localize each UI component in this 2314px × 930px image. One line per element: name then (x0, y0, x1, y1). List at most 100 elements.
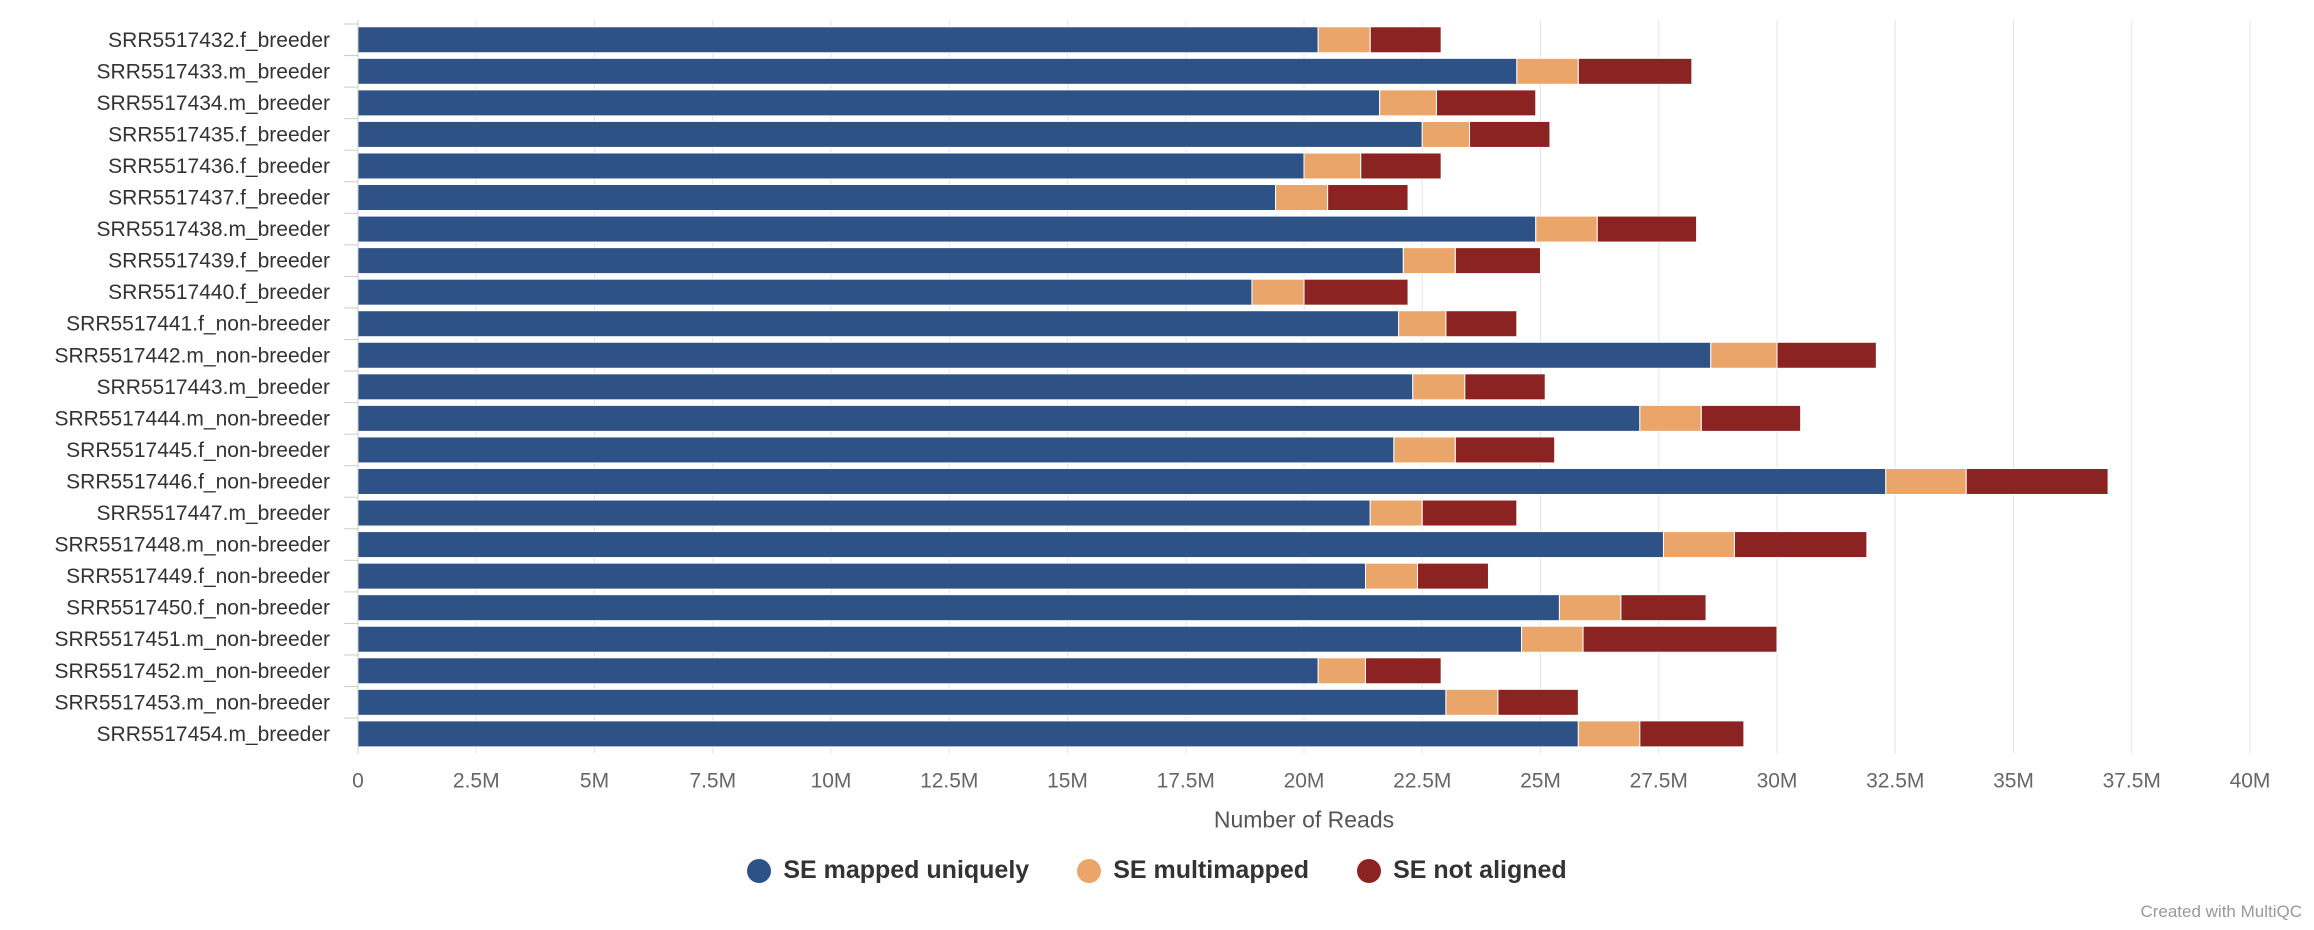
bar-segment-se-not-aligned[interactable] (1421, 499, 1518, 527)
bar-segment-se-multimapped[interactable] (1303, 152, 1362, 180)
bar-segment-se-mapped-uniquely[interactable] (357, 688, 1447, 716)
bar-segment-se-not-aligned[interactable] (1454, 436, 1556, 464)
bar-segment-se-not-aligned[interactable] (1700, 404, 1802, 432)
bar-segment-se-multimapped[interactable] (1710, 341, 1778, 369)
bar-segment-se-mapped-uniquely[interactable] (357, 562, 1366, 590)
category-label: SRR5517433.m_breeder (97, 60, 330, 83)
bar-segment-se-mapped-uniquely[interactable] (357, 373, 1414, 401)
bar-segment-se-mapped-uniquely[interactable] (357, 436, 1395, 464)
bar-segment-se-not-aligned[interactable] (1620, 594, 1707, 622)
bar-segment-se-not-aligned[interactable] (1733, 531, 1868, 559)
bar-segment-se-mapped-uniquely[interactable] (357, 341, 1712, 369)
bar-segment-se-multimapped[interactable] (1275, 184, 1329, 212)
bar-segment-se-multimapped[interactable] (1516, 57, 1579, 85)
bar-segment-se-mapped-uniquely[interactable] (357, 26, 1319, 54)
bar-segment-se-mapped-uniquely[interactable] (357, 310, 1400, 338)
bars (357, 26, 2109, 748)
bar-segment-se-mapped-uniquely[interactable] (357, 278, 1253, 306)
bar-segment-se-mapped-uniquely[interactable] (357, 120, 1423, 148)
category-label: SRR5517444.m_non-breeder (54, 407, 330, 430)
bar-segment-se-multimapped[interactable] (1317, 657, 1366, 685)
x-tick-label: 37.5M (2103, 770, 2161, 793)
bar-segment-se-multimapped[interactable] (1317, 26, 1371, 54)
category-label: SRR5517440.f_breeder (108, 281, 330, 304)
bar-segment-se-not-aligned[interactable] (1469, 120, 1551, 148)
bar-segment-se-not-aligned[interactable] (1303, 278, 1409, 306)
bar-segment-se-not-aligned[interactable] (1596, 215, 1698, 243)
bar-segment-se-mapped-uniquely[interactable] (357, 625, 1523, 653)
bar-segment-se-mapped-uniquely[interactable] (357, 720, 1579, 748)
x-tick-label: 40M (2230, 770, 2271, 793)
legend-item[interactable]: SE multimapped (1077, 856, 1309, 885)
bar-segment-se-mapped-uniquely[interactable] (357, 531, 1664, 559)
bar-segment-se-multimapped[interactable] (1369, 499, 1423, 527)
bar-segment-se-not-aligned[interactable] (1417, 562, 1489, 590)
bar-segment-se-not-aligned[interactable] (1577, 57, 1693, 85)
bar-segment-se-mapped-uniquely[interactable] (357, 594, 1560, 622)
x-tick-label: 30M (1757, 770, 1798, 793)
x-tick-label: 25M (1520, 770, 1561, 793)
credits[interactable]: Created with MultiQC (2140, 902, 2302, 921)
x-tick-label: 15M (1047, 770, 1088, 793)
x-tick-label: 12.5M (920, 770, 978, 793)
bar-segment-se-multimapped[interactable] (1577, 720, 1641, 748)
bar-segment-se-not-aligned[interactable] (1639, 720, 1745, 748)
x-tick-label: 7.5M (689, 770, 736, 793)
category-labels: SRR5517432.f_breeder SRR5517433.m_breeder… (54, 23, 358, 746)
bar-segment-se-multimapped[interactable] (1412, 373, 1466, 401)
bar-segment-se-mapped-uniquely[interactable] (357, 247, 1404, 275)
bar-segment-se-not-aligned[interactable] (1464, 373, 1546, 401)
bar-segment-se-not-aligned[interactable] (1454, 247, 1541, 275)
bar-segment-se-multimapped[interactable] (1662, 531, 1735, 559)
bar-segment-se-not-aligned[interactable] (1582, 625, 1778, 653)
legend-item[interactable]: SE mapped uniquely (747, 856, 1029, 885)
bar-segment-se-multimapped[interactable] (1393, 436, 1456, 464)
x-tick-label: 20M (1284, 770, 1325, 793)
bar-segment-se-not-aligned[interactable] (1776, 341, 1877, 369)
category-label: SRR5517439.f_breeder (108, 250, 330, 273)
bar-segment-se-multimapped[interactable] (1535, 215, 1598, 243)
legend-item[interactable]: SE not aligned (1357, 856, 1567, 885)
bar-segment-se-multimapped[interactable] (1364, 562, 1419, 590)
bar-segment-se-multimapped[interactable] (1885, 467, 1967, 495)
bar-segment-se-multimapped[interactable] (1421, 120, 1471, 148)
bar-segment-se-multimapped[interactable] (1251, 278, 1305, 306)
bar-chart: SRR5517432.f_breeder SRR5517433.m_breeder… (54, 20, 2270, 833)
x-tick-label: 27.5M (1630, 770, 1688, 793)
bar-segment-se-mapped-uniquely[interactable] (357, 404, 1641, 432)
x-tick-label: 2.5M (453, 770, 500, 793)
bar-segment-se-multimapped[interactable] (1402, 247, 1456, 275)
bar-segment-se-multimapped[interactable] (1558, 594, 1622, 622)
bar-segment-se-multimapped[interactable] (1398, 310, 1447, 338)
category-label: SRR5517437.f_breeder (108, 187, 330, 210)
bar-segment-se-not-aligned[interactable] (1497, 688, 1579, 716)
bar-segment-se-mapped-uniquely[interactable] (357, 57, 1518, 85)
bar-segment-se-mapped-uniquely[interactable] (357, 152, 1305, 180)
bar-segment-se-not-aligned[interactable] (1327, 184, 1409, 212)
legend: SE mapped uniquely SE multimapped SE not a… (0, 856, 2314, 885)
category-label: SRR5517453.m_non-breeder (54, 691, 330, 714)
category-label: SRR5517434.m_breeder (97, 92, 330, 115)
bar-segment-se-not-aligned[interactable] (1364, 657, 1442, 685)
bar-segment-se-not-aligned[interactable] (1369, 26, 1442, 54)
bar-segment-se-mapped-uniquely[interactable] (357, 184, 1277, 212)
x-tick-label: 0 (352, 770, 364, 793)
bar-segment-se-multimapped[interactable] (1639, 404, 1702, 432)
bar-segment-se-mapped-uniquely[interactable] (357, 215, 1537, 243)
legend-label: SE multimapped (1113, 856, 1310, 884)
category-label: SRR5517445.f_non-breeder (66, 439, 330, 462)
bar-segment-se-not-aligned[interactable] (1360, 152, 1442, 180)
bar-segment-se-not-aligned[interactable] (1965, 467, 2109, 495)
bar-segment-se-multimapped[interactable] (1445, 688, 1499, 716)
bar-segment-se-mapped-uniquely[interactable] (357, 89, 1381, 117)
legend-label: SE mapped uniquely (783, 856, 1030, 884)
x-tick-label: 32.5M (1866, 770, 1924, 793)
x-axis-ticks: 0 2.5M 5M 7.5M 10M 12.5M 15M 17.5M 20M 22.5M 25M 27… (352, 770, 2270, 793)
bar-segment-se-multimapped[interactable] (1521, 625, 1584, 653)
bar-segment-se-not-aligned[interactable] (1435, 89, 1537, 117)
bar-segment-se-mapped-uniquely[interactable] (357, 657, 1319, 685)
bar-segment-se-mapped-uniquely[interactable] (357, 499, 1371, 527)
bar-segment-se-mapped-uniquely[interactable] (357, 467, 1887, 495)
bar-segment-se-multimapped[interactable] (1379, 89, 1437, 117)
bar-segment-se-not-aligned[interactable] (1445, 310, 1518, 338)
